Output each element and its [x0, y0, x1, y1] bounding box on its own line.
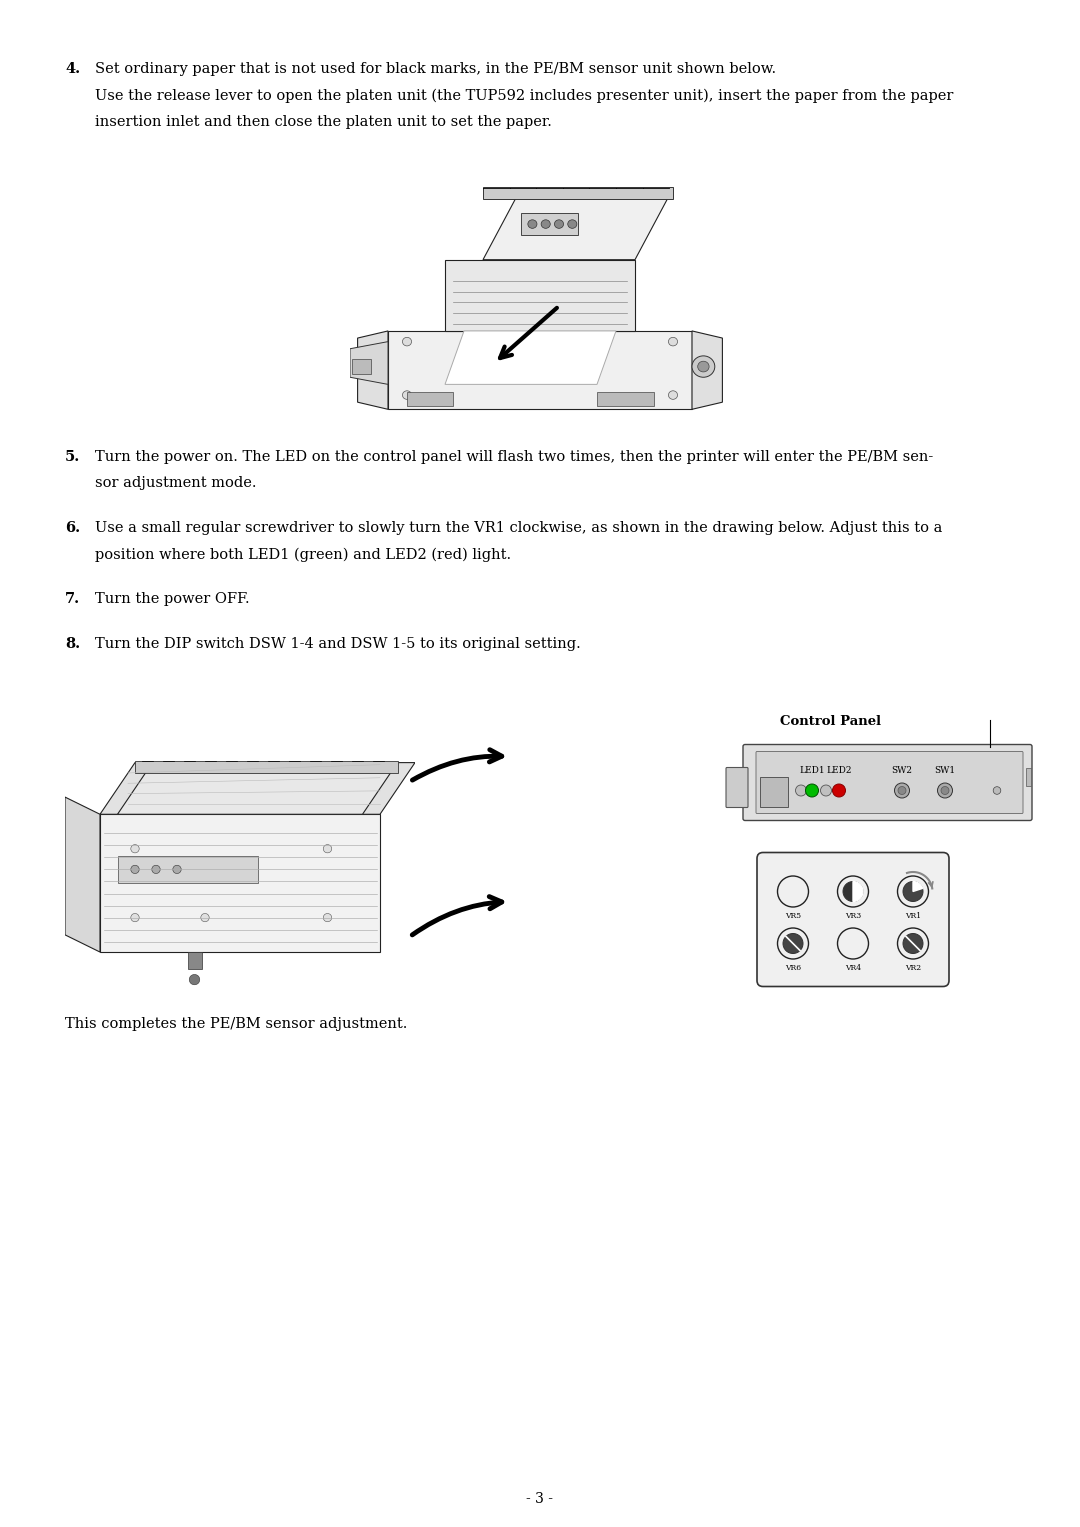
Text: 7.: 7.: [65, 592, 80, 606]
Bar: [1026, 768, 1031, 786]
Circle shape: [994, 786, 1001, 794]
Text: 5.: 5.: [65, 450, 80, 464]
Text: SW1: SW1: [934, 765, 956, 774]
Polygon shape: [357, 331, 388, 409]
Circle shape: [528, 220, 537, 229]
Text: VR6: VR6: [785, 964, 801, 971]
Polygon shape: [388, 331, 692, 409]
Polygon shape: [692, 331, 723, 409]
Circle shape: [897, 786, 906, 794]
Circle shape: [403, 337, 411, 347]
Circle shape: [894, 783, 909, 799]
FancyBboxPatch shape: [757, 852, 949, 986]
Circle shape: [806, 783, 819, 797]
Polygon shape: [100, 762, 415, 814]
Text: Set ordinary paper that is not used for black marks, in the PE/BM sensor unit sh: Set ordinary paper that is not used for …: [95, 63, 777, 76]
Text: 6.: 6.: [65, 521, 80, 534]
Circle shape: [941, 786, 949, 794]
Text: Control Panel: Control Panel: [780, 715, 881, 727]
Text: position where both LED1 (green) and LED2 (red) light.: position where both LED1 (green) and LED…: [95, 548, 511, 562]
Text: insertion inlet and then close the platen unit to set the paper.: insertion inlet and then close the plate…: [95, 115, 552, 128]
Text: sor adjustment mode.: sor adjustment mode.: [95, 476, 257, 490]
Polygon shape: [100, 814, 380, 951]
Circle shape: [173, 866, 181, 873]
Circle shape: [131, 844, 139, 854]
Circle shape: [189, 974, 200, 985]
Bar: [352, 359, 370, 374]
Text: SW2: SW2: [891, 765, 913, 774]
Text: 8.: 8.: [65, 637, 80, 651]
Circle shape: [903, 881, 923, 901]
Polygon shape: [350, 342, 388, 385]
Bar: [760, 777, 788, 806]
Circle shape: [323, 844, 332, 854]
Circle shape: [541, 220, 550, 229]
Text: 4.: 4.: [65, 63, 80, 76]
Bar: [521, 214, 578, 235]
Bar: [407, 391, 453, 406]
Circle shape: [698, 362, 710, 373]
Text: Turn the power on. The LED on the control panel will flash two times, then the p: Turn the power on. The LED on the contro…: [95, 450, 933, 464]
Circle shape: [568, 220, 577, 229]
Circle shape: [821, 785, 832, 796]
Circle shape: [783, 933, 804, 953]
Text: LED2: LED2: [826, 765, 852, 774]
Circle shape: [152, 866, 160, 873]
Polygon shape: [483, 188, 673, 260]
Text: VR1: VR1: [905, 912, 921, 919]
Text: - 3 -: - 3 -: [527, 1492, 554, 1506]
Polygon shape: [118, 762, 397, 814]
Circle shape: [897, 876, 929, 907]
Circle shape: [131, 866, 139, 873]
Circle shape: [692, 356, 715, 377]
Text: Use a small regular screwdriver to slowly turn the VR1 clockwise, as shown in th: Use a small regular screwdriver to slowl…: [95, 521, 943, 534]
Circle shape: [796, 785, 807, 796]
FancyBboxPatch shape: [743, 745, 1032, 820]
Text: VR4: VR4: [845, 964, 861, 971]
FancyBboxPatch shape: [726, 768, 748, 808]
Text: Turn the power OFF.: Turn the power OFF.: [95, 592, 249, 606]
Circle shape: [837, 876, 868, 907]
Circle shape: [937, 783, 953, 799]
Bar: [597, 391, 654, 406]
Text: VR3: VR3: [845, 912, 861, 919]
Text: This completes the PE/BM sensor adjustment.: This completes the PE/BM sensor adjustme…: [65, 1017, 407, 1031]
Circle shape: [323, 913, 332, 922]
Circle shape: [903, 933, 923, 953]
Polygon shape: [913, 881, 922, 892]
Circle shape: [778, 928, 809, 959]
Bar: [483, 186, 673, 199]
Circle shape: [897, 928, 929, 959]
Circle shape: [131, 913, 139, 922]
Text: LED1: LED1: [799, 765, 825, 774]
Circle shape: [201, 913, 210, 922]
Circle shape: [843, 881, 863, 901]
Circle shape: [554, 220, 564, 229]
Text: Turn the DIP switch DSW 1-4 and DSW 1-5 to its original setting.: Turn the DIP switch DSW 1-4 and DSW 1-5 …: [95, 637, 581, 651]
Circle shape: [837, 928, 868, 959]
Polygon shape: [445, 260, 635, 331]
Circle shape: [669, 391, 677, 400]
Polygon shape: [445, 331, 616, 385]
Circle shape: [403, 391, 411, 400]
Bar: [118, 855, 257, 883]
Text: VR5: VR5: [785, 912, 801, 919]
Polygon shape: [65, 797, 100, 951]
Polygon shape: [853, 881, 863, 901]
Bar: [188, 951, 202, 970]
Circle shape: [833, 783, 846, 797]
Bar: [135, 760, 397, 773]
FancyBboxPatch shape: [756, 751, 1023, 814]
Text: VR2: VR2: [905, 964, 921, 971]
Text: Use the release lever to open the platen unit (the TUP592 includes presenter uni: Use the release lever to open the platen…: [95, 89, 954, 102]
Circle shape: [669, 337, 677, 347]
Circle shape: [778, 876, 809, 907]
